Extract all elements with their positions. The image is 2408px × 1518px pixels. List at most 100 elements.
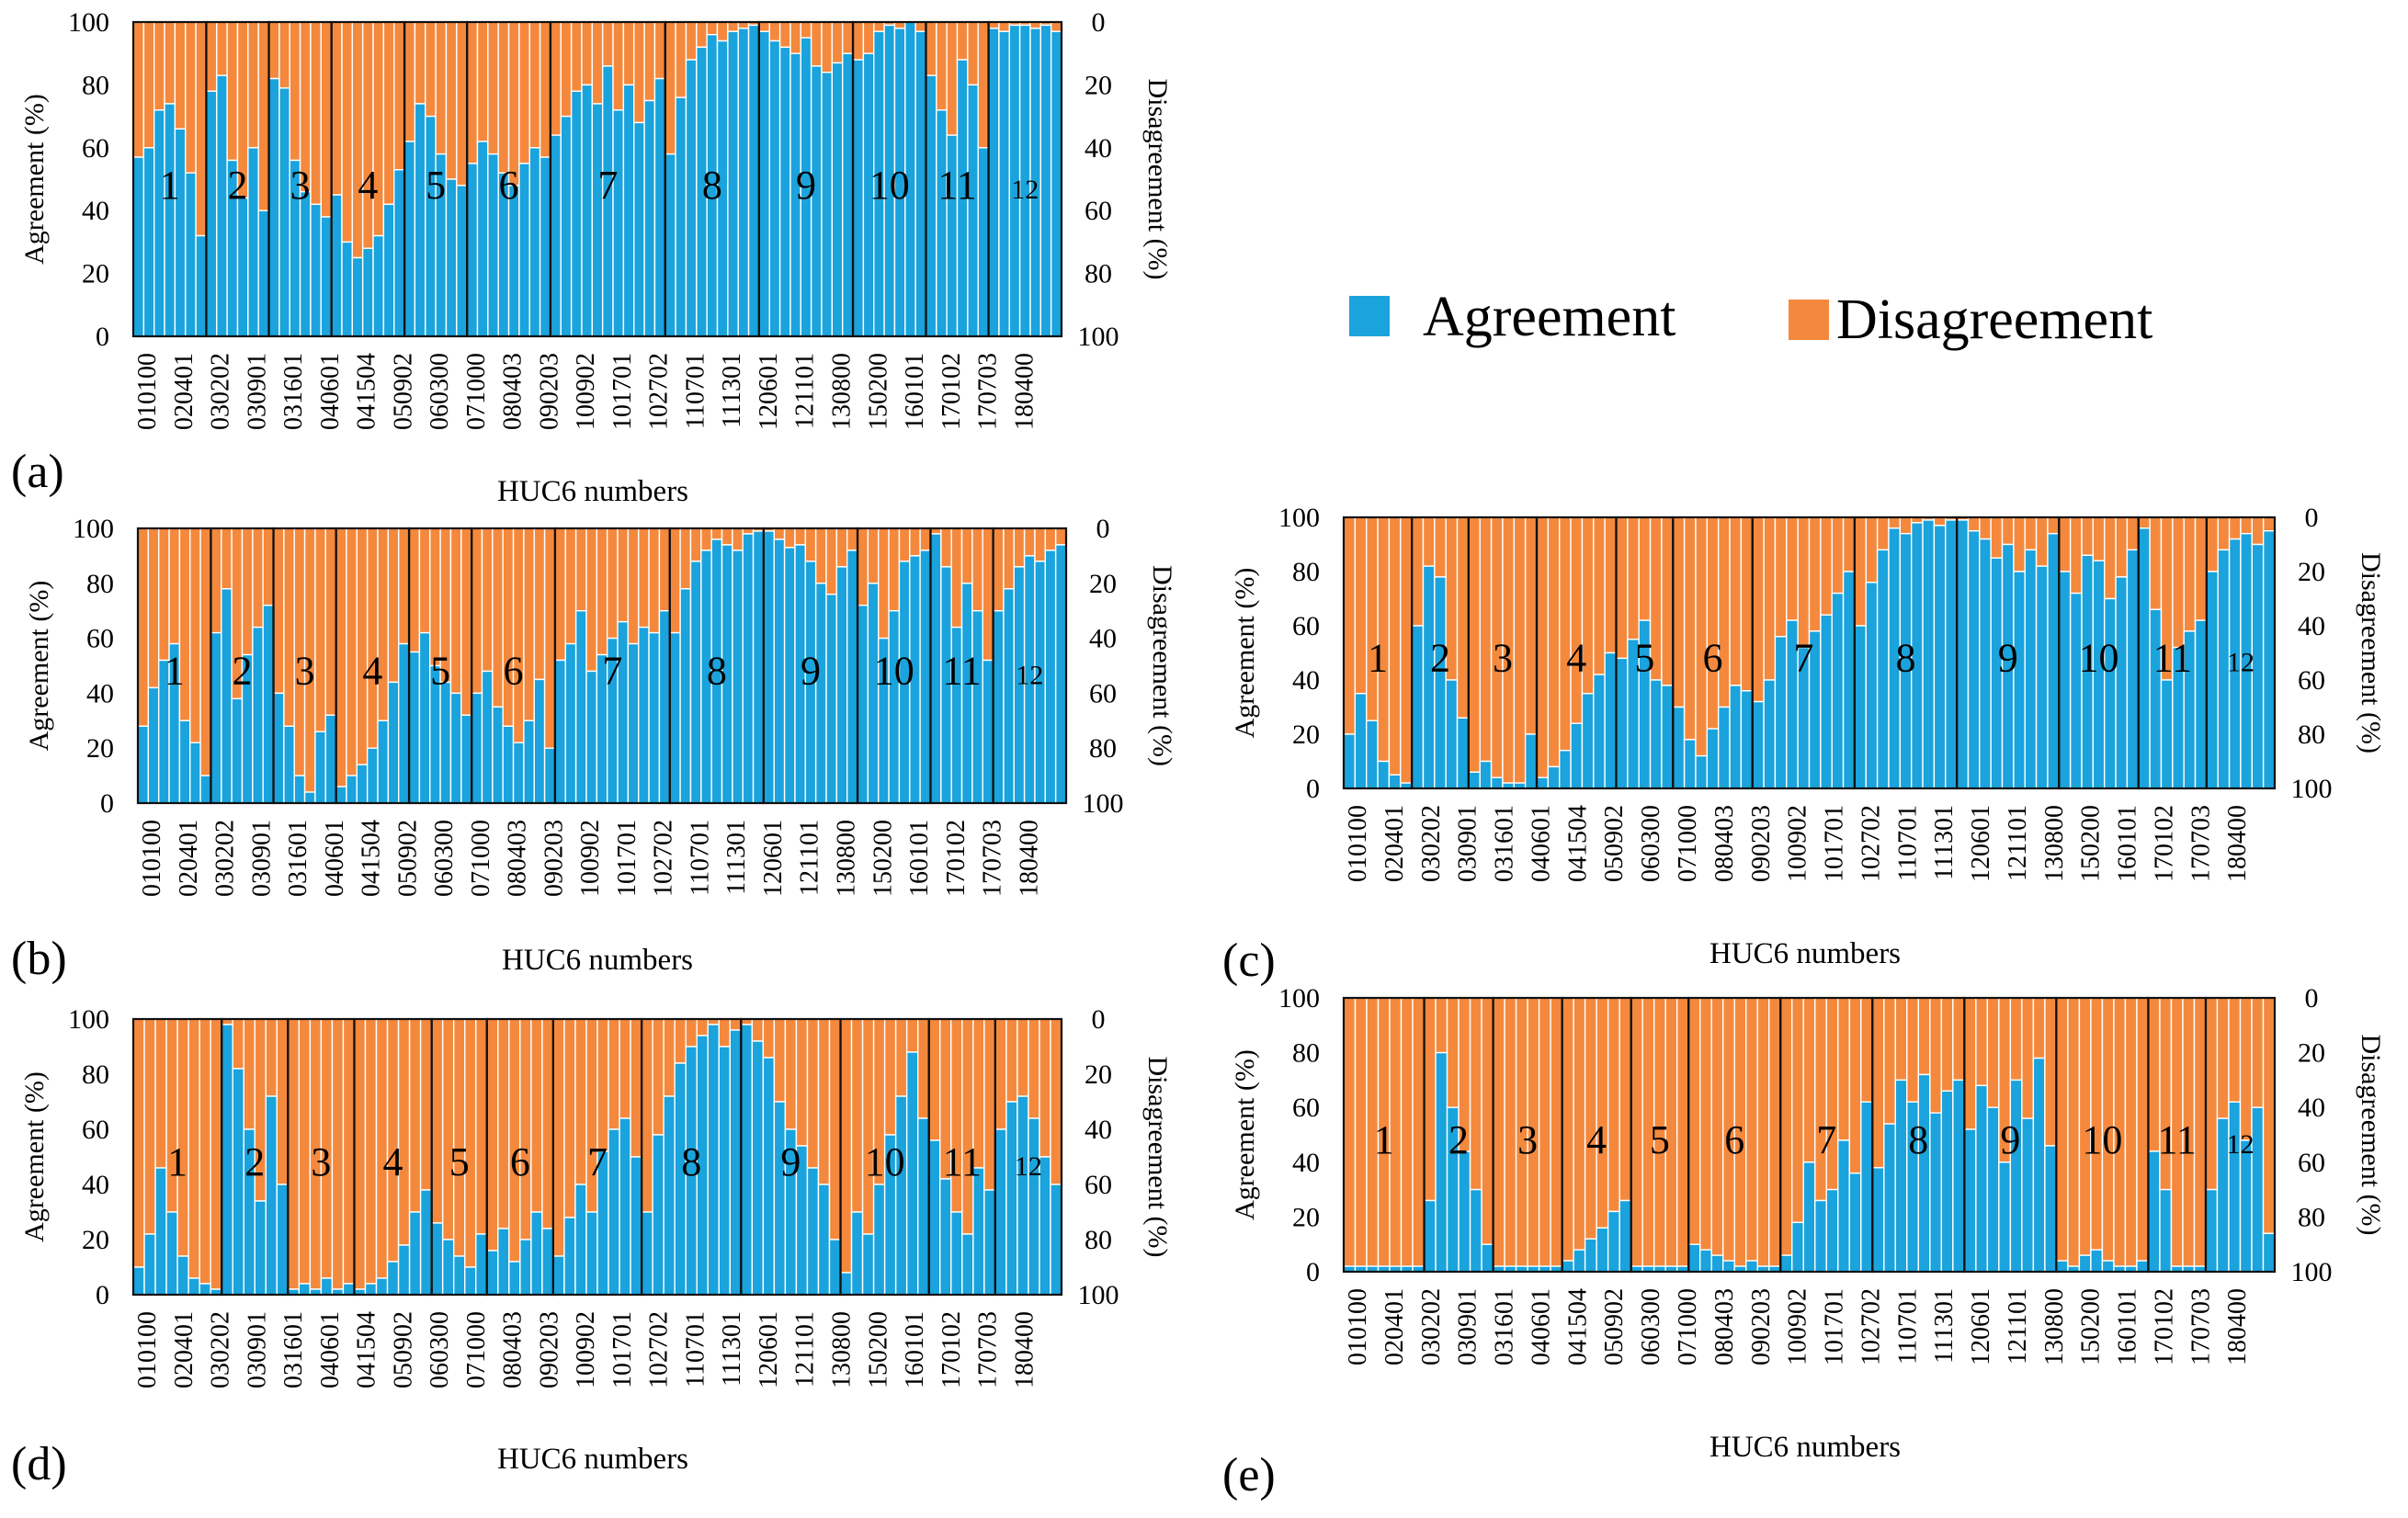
bar-disagreement (1883, 997, 1897, 1125)
bar-disagreement (1865, 516, 1879, 583)
bar-agreement (1791, 1221, 1804, 1273)
bar-disagreement (778, 21, 791, 49)
left-tick-label: 0 (96, 322, 109, 352)
bar-agreement (987, 28, 1000, 337)
bar-agreement (1445, 679, 1459, 789)
x-tick-label: 100902 (576, 820, 605, 897)
bar-agreement (278, 87, 290, 337)
bar-disagreement (861, 1018, 875, 1235)
bar-disagreement (1570, 516, 1584, 724)
bar-agreement (1050, 1184, 1062, 1296)
x-tick-label: 180400 (1015, 820, 1043, 897)
x-tick-label: 030901 (243, 353, 271, 430)
bar-disagreement (492, 527, 504, 708)
bar-disagreement (998, 21, 1010, 32)
bar-agreement (1561, 1260, 1574, 1273)
region-border (987, 20, 1063, 338)
bar-agreement (1952, 1079, 1966, 1273)
bar-disagreement (894, 1018, 908, 1097)
bar-disagreement (2069, 516, 2083, 595)
bar-agreement (1573, 1249, 1586, 1273)
region-label: 10 (869, 163, 910, 208)
bar-disagreement (2126, 516, 2140, 551)
bar-disagreement (633, 21, 645, 124)
x-tick-label: 041504 (353, 1311, 381, 1388)
bar-agreement (528, 147, 541, 337)
x-tick-label: 102702 (650, 820, 678, 897)
x-tick-label: 111301 (1930, 805, 1959, 880)
bar-agreement (507, 185, 520, 337)
x-tick-label: 180400 (1010, 353, 1039, 430)
bar-disagreement (596, 1018, 609, 1152)
bar-agreement (1434, 576, 1447, 789)
region-label: 11 (2153, 635, 2192, 680)
bar-disagreement (1786, 516, 1799, 621)
bar-agreement (232, 1068, 244, 1296)
bar-agreement (914, 30, 927, 337)
bar-disagreement (658, 527, 671, 612)
bar-disagreement (960, 527, 973, 584)
region-label: 8 (702, 163, 722, 208)
bar-disagreement (2124, 997, 2138, 1267)
bar-agreement (1820, 614, 1833, 789)
bar-disagreement (619, 1018, 631, 1119)
x-tick-label: 080403 (1710, 805, 1739, 882)
bar-agreement (466, 163, 479, 337)
x-axis-label: HUC6 numbers (497, 1443, 688, 1476)
bar-disagreement (486, 1018, 499, 1252)
x-tick-label: 071000 (1674, 1288, 1702, 1365)
bar-disagreement (512, 527, 525, 743)
x-tick-label: 100902 (572, 1311, 600, 1388)
bar-agreement (1039, 24, 1052, 337)
x-tick-label: 180400 (1010, 1311, 1039, 1388)
legend-agreement-swatch (1349, 296, 1390, 336)
bar-agreement (1975, 1084, 1989, 1273)
bar-disagreement (137, 527, 150, 727)
bar-agreement (1687, 1243, 1701, 1273)
bar-agreement (2262, 1232, 2276, 1273)
bar-disagreement (825, 527, 838, 595)
region-label: 2 (1448, 1117, 1469, 1162)
x-tick-label: 030901 (243, 1311, 271, 1388)
x-tick-label: 041504 (1563, 805, 1592, 882)
x-tick-label: 102702 (1857, 1288, 1885, 1365)
bar-disagreement (850, 1018, 864, 1213)
x-tick-label: 030901 (1454, 1288, 1482, 1365)
bar-disagreement (430, 1018, 444, 1224)
region-label: 11 (942, 648, 981, 693)
x-tick-label: 102702 (645, 353, 674, 430)
left-tick-label: 40 (82, 1170, 109, 1200)
bar-agreement (231, 697, 244, 804)
bar-disagreement (554, 527, 566, 662)
bar-agreement (303, 791, 316, 804)
bar-disagreement (994, 1018, 1007, 1130)
x-tick-label: 111301 (1930, 1288, 1959, 1364)
bar-disagreement (168, 527, 181, 645)
bar-disagreement (652, 1018, 664, 1136)
x-tick-label: 071000 (462, 1311, 491, 1388)
bar-agreement (1547, 765, 1561, 789)
bar-agreement (236, 197, 249, 337)
bar-agreement (2138, 527, 2151, 789)
bar-agreement (1435, 1051, 1448, 1273)
bar-disagreement (1745, 997, 1758, 1262)
bar-disagreement (1434, 516, 1447, 578)
right-tick-label: 0 (2305, 983, 2319, 1014)
bar-disagreement (1343, 997, 1357, 1267)
x-tick-label: 170102 (2150, 805, 2178, 882)
bar-agreement (2101, 1260, 2115, 1273)
bar-agreement (1979, 538, 1992, 789)
region-label: 5 (449, 1139, 470, 1184)
bar-agreement (403, 141, 416, 337)
bar-disagreement (873, 21, 885, 32)
bar-agreement (1593, 674, 1606, 789)
x-tick-label: 040601 (321, 820, 349, 897)
right-tick-label: 100 (2291, 774, 2333, 804)
bar-agreement (1672, 706, 1686, 789)
bar-disagreement (1044, 527, 1057, 551)
bar-disagreement (353, 1018, 367, 1290)
right-axis-label: Disagreement (%) (2356, 552, 2386, 753)
bar-agreement (502, 725, 515, 804)
bar-disagreement (147, 527, 160, 689)
left-tick-label: 0 (1306, 774, 1320, 804)
